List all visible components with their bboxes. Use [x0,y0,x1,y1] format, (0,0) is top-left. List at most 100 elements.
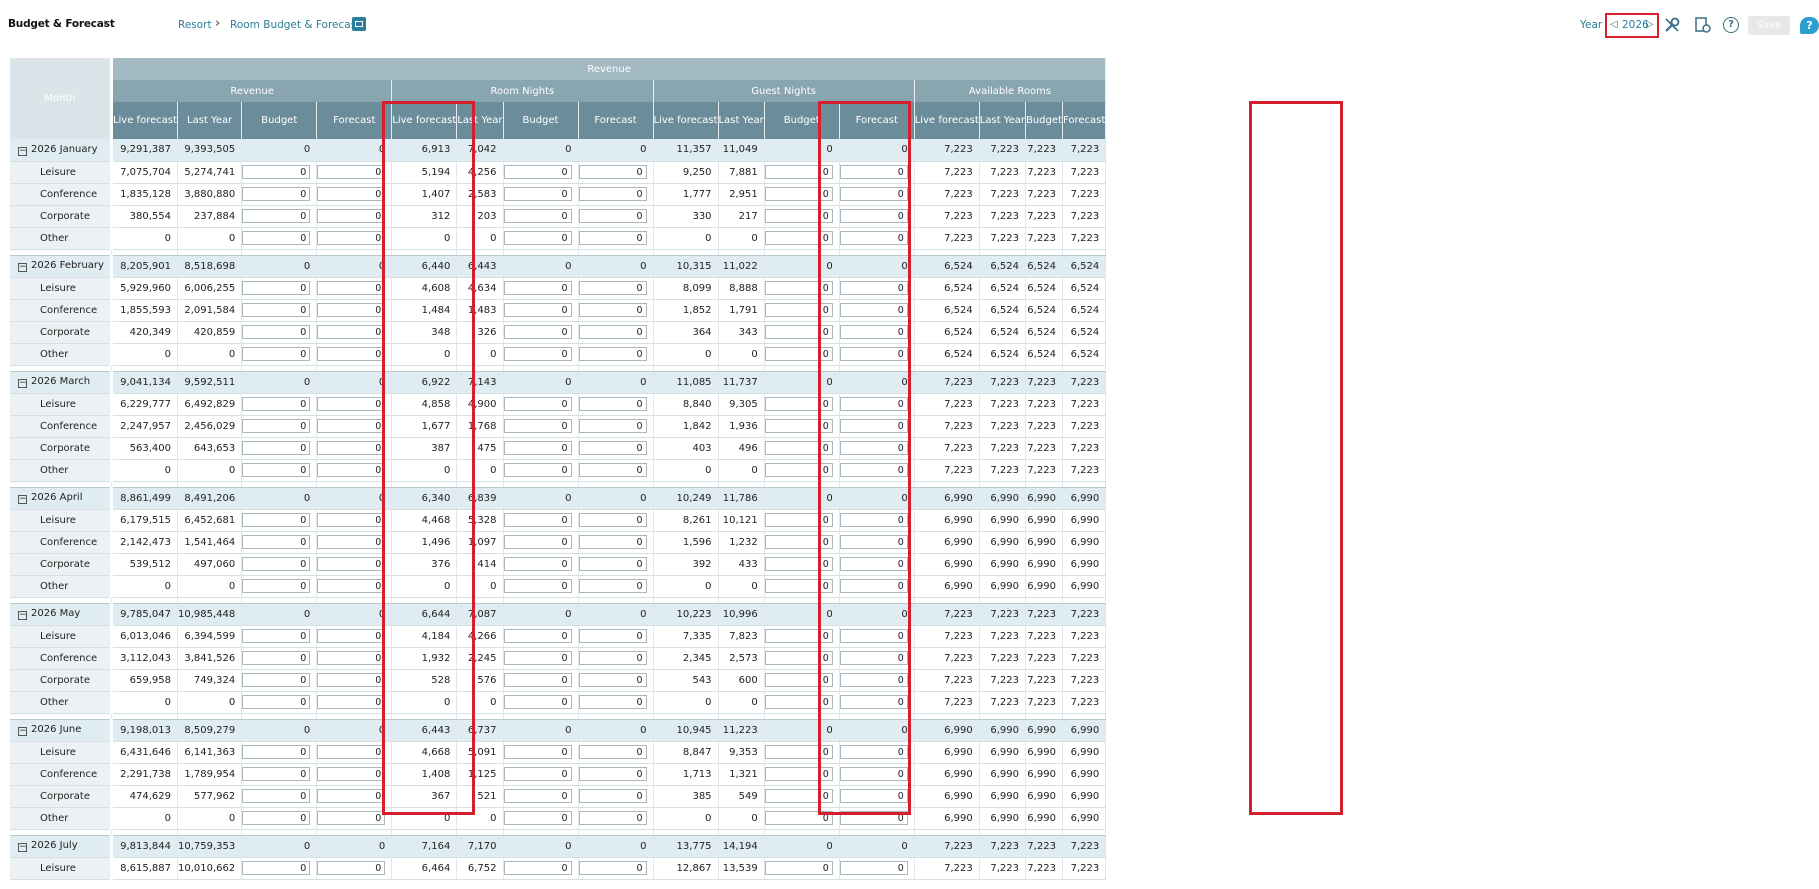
value-input[interactable]: 0 [764,513,833,527]
value-input[interactable]: 0 [839,231,908,245]
value-input[interactable]: 0 [764,673,833,687]
value-input[interactable]: 0 [503,535,572,549]
value-input[interactable]: 0 [503,651,572,665]
value-input[interactable]: 0 [578,513,647,527]
value-input[interactable]: 0 [578,325,647,339]
value-input[interactable]: 0 [317,441,386,455]
value-input[interactable]: 0 [242,281,311,295]
value-input[interactable]: 0 [839,165,908,179]
value-input[interactable]: 0 [764,303,833,317]
value-input[interactable]: 0 [839,325,908,339]
value-input[interactable]: 0 [839,745,908,759]
col-header-room-nights-live-forecast[interactable]: Live forecast [391,102,458,139]
value-input[interactable]: 0 [839,789,908,803]
value-input[interactable]: 0 [503,463,572,477]
month-name-cell[interactable]: −2026 January [10,139,113,162]
value-input[interactable]: 0 [242,231,311,245]
value-input[interactable]: 0 [317,463,386,477]
value-input[interactable]: 0 [839,303,908,317]
value-input[interactable]: 0 [839,441,908,455]
month-name-cell[interactable]: −2026 June [10,719,113,742]
value-input[interactable]: 0 [317,767,386,781]
value-input[interactable]: 0 [764,651,833,665]
value-input[interactable]: 0 [242,347,311,361]
value-input[interactable]: 0 [242,629,311,643]
month-name-cell[interactable]: −2026 July [10,835,113,858]
value-input[interactable]: 0 [242,861,311,875]
value-input[interactable]: 0 [578,861,647,875]
value-input[interactable]: 0 [317,811,386,825]
col-header-guest-nights-forecast[interactable]: Forecast [839,102,915,139]
col-header-revenue-forecast[interactable]: Forecast [316,102,393,139]
value-input[interactable]: 0 [503,303,572,317]
value-input[interactable]: 0 [764,557,833,571]
value-input[interactable]: 0 [242,579,311,593]
value-input[interactable]: 0 [578,695,647,709]
value-input[interactable]: 0 [242,651,311,665]
value-input[interactable]: 0 [839,811,908,825]
value-input[interactable]: 0 [764,165,833,179]
breadcrumb-resort[interactable]: Resort [178,19,212,31]
value-input[interactable]: 0 [578,651,647,665]
value-input[interactable]: 0 [242,745,311,759]
export-icon[interactable] [352,17,366,31]
col-header-guest-nights-budget[interactable]: Budget [764,102,840,139]
col-header-available-rooms-last-year[interactable]: Last Year [979,102,1026,139]
value-input[interactable]: 0 [317,861,386,875]
value-input[interactable]: 0 [317,209,386,223]
value-input[interactable]: 0 [839,513,908,527]
value-input[interactable]: 0 [578,347,647,361]
value-input[interactable]: 0 [764,629,833,643]
value-input[interactable]: 0 [764,861,833,875]
collapse-icon[interactable]: − [18,378,27,388]
value-input[interactable]: 0 [578,303,647,317]
month-name-cell[interactable]: −2026 April [10,487,113,510]
year-next-icon[interactable]: ▷ [1646,19,1654,30]
value-input[interactable]: 0 [764,419,833,433]
value-input[interactable]: 0 [839,767,908,781]
month-name-cell[interactable]: −2026 May [10,603,113,626]
value-input[interactable]: 0 [503,789,572,803]
value-input[interactable]: 0 [839,281,908,295]
value-input[interactable]: 0 [503,397,572,411]
breadcrumb-room-budget-forecast[interactable]: Room Budget & Forecast [230,19,361,31]
month-name-cell[interactable]: −2026 March [10,371,113,394]
value-input[interactable]: 0 [764,789,833,803]
value-input[interactable]: 0 [764,325,833,339]
settings-document-icon[interactable] [1694,16,1712,34]
value-input[interactable]: 0 [578,281,647,295]
tools-icon[interactable] [1663,16,1681,34]
value-input[interactable]: 0 [503,441,572,455]
value-input[interactable]: 0 [764,347,833,361]
value-input[interactable]: 0 [578,629,647,643]
value-input[interactable]: 0 [242,695,311,709]
value-input[interactable]: 0 [503,209,572,223]
value-input[interactable]: 0 [839,397,908,411]
value-input[interactable]: 0 [839,579,908,593]
value-input[interactable]: 0 [242,209,311,223]
col-header-room-nights-forecast[interactable]: Forecast [578,102,654,139]
value-input[interactable]: 0 [764,745,833,759]
value-input[interactable]: 0 [317,629,386,643]
value-input[interactable]: 0 [317,579,386,593]
value-input[interactable]: 0 [839,629,908,643]
collapse-icon[interactable]: − [18,145,27,156]
value-input[interactable]: 0 [317,651,386,665]
value-input[interactable]: 0 [242,557,311,571]
value-input[interactable]: 0 [578,579,647,593]
value-input[interactable]: 0 [578,209,647,223]
value-input[interactable]: 0 [317,535,386,549]
value-input[interactable]: 0 [503,695,572,709]
value-input[interactable]: 0 [578,673,647,687]
value-input[interactable]: 0 [503,861,572,875]
value-input[interactable]: 0 [839,651,908,665]
value-input[interactable]: 0 [839,673,908,687]
value-input[interactable]: 0 [764,231,833,245]
value-input[interactable]: 0 [503,767,572,781]
value-input[interactable]: 0 [839,463,908,477]
value-input[interactable]: 0 [764,811,833,825]
value-input[interactable]: 0 [578,463,647,477]
value-input[interactable]: 0 [503,513,572,527]
value-input[interactable]: 0 [242,535,311,549]
value-input[interactable]: 0 [839,187,908,201]
